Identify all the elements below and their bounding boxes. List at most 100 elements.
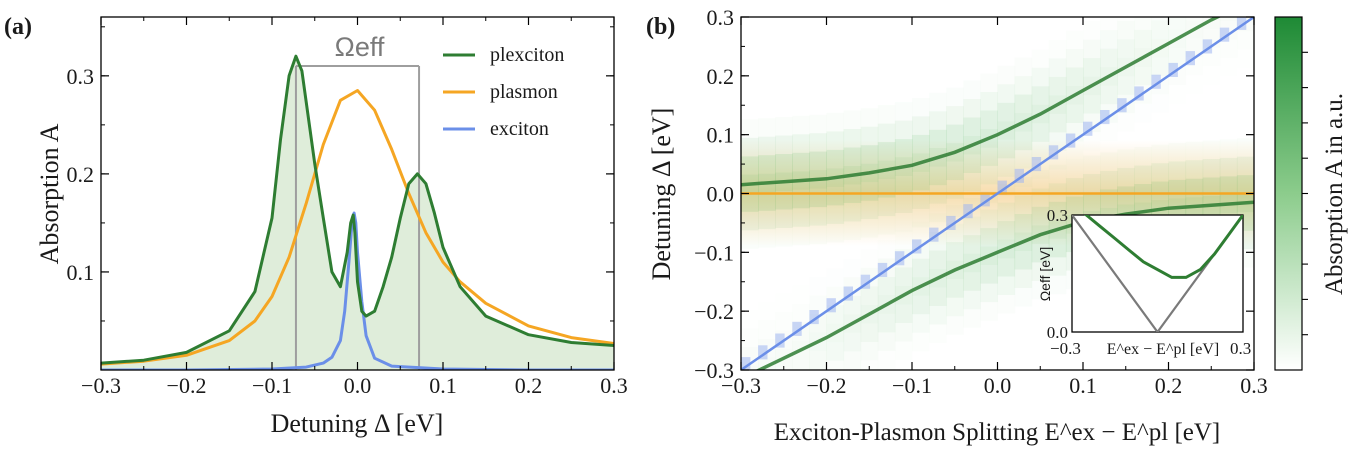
heatmap-cell — [741, 310, 759, 329]
y-tick-label: 0.2 — [67, 162, 95, 187]
heatmap-cell — [894, 267, 913, 286]
heatmap-cell — [963, 173, 981, 192]
heatmap-cell — [1065, 133, 1076, 148]
panel-b-xlabel: Exciton-Plasmon Splitting E^ex − E^pl [e… — [774, 419, 1221, 446]
heatmap-cell — [980, 147, 998, 166]
heatmap-cell — [1117, 76, 1135, 95]
heatmap-cell — [1083, 121, 1093, 136]
heatmap-cell — [1237, 0, 1255, 13]
inset-background — [1071, 214, 1244, 333]
heatmap-cell — [741, 156, 759, 175]
heatmap-cell — [792, 227, 810, 246]
heatmap-cell — [827, 224, 845, 243]
heatmap-cell — [1065, 104, 1084, 123]
heatmap-cell — [1134, 86, 1144, 101]
heatmap-cell — [912, 295, 930, 315]
heatmap-cell — [1236, 156, 1254, 176]
legend-label-exciton: exciton — [490, 118, 549, 140]
heatmap-cell — [895, 231, 913, 250]
heatmap-cell — [758, 136, 776, 156]
omega-eff-annotation: Ωeff — [335, 32, 385, 62]
heatmap-cell — [1049, 165, 1067, 184]
x-tick-label: 0.1 — [429, 373, 457, 398]
heatmap-cell — [1014, 195, 1033, 214]
heatmap-cell — [997, 258, 1016, 277]
heatmap-cell — [1185, 160, 1204, 179]
heatmap-cell — [1083, 95, 1101, 114]
y-tick-label: 0.1 — [67, 260, 95, 285]
heatmap-cell — [1014, 269, 1033, 288]
heatmap-cell — [1117, 186, 1135, 205]
heatmap-cell — [792, 285, 810, 304]
heatmap-cell — [844, 222, 862, 241]
heatmap-cell — [1219, 176, 1238, 195]
heatmap-cell — [1083, 192, 1101, 211]
heatmap-cell — [878, 240, 896, 259]
heatmap-cell — [844, 259, 862, 278]
panel-a-ylabel: Absorption A — [35, 123, 64, 264]
heatmap-cell — [826, 131, 845, 150]
heatmap-cell — [741, 402, 759, 421]
heatmap-cell — [1237, 138, 1255, 157]
heatmap-cell — [1100, 110, 1110, 125]
heatmap-cell — [1100, 123, 1118, 142]
heatmap-cell — [1237, 31, 1255, 50]
heatmap-cell — [912, 190, 930, 209]
heatmap-cell — [861, 219, 879, 238]
heatmap-cell — [1220, 58, 1238, 77]
heatmap-cell — [741, 329, 759, 348]
series-lower-plexciton-line — [755, 200, 1254, 370]
heatmap-cell — [912, 134, 930, 154]
heatmap-cell — [1083, 58, 1101, 77]
x-tick-label: 0.0 — [344, 373, 372, 398]
heatmap-cell — [775, 191, 793, 210]
heatmap-cell — [792, 116, 810, 135]
heatmap-cell — [1117, 113, 1135, 132]
heatmap-cell — [809, 151, 827, 171]
heatmap-cell — [998, 66, 1016, 85]
heatmap-cell — [963, 235, 981, 254]
heatmap-cell — [843, 332, 862, 352]
heatmap-cell — [741, 193, 759, 212]
x-tick-label: 0.2 — [1155, 373, 1183, 398]
heatmap-cell — [1202, 17, 1221, 30]
heatmap-cell — [1065, 196, 1084, 216]
heatmap-cell — [929, 227, 939, 242]
heatmap-cell — [894, 120, 913, 140]
heatmap-cell — [980, 92, 998, 111]
x-tick-label: −0.3 — [81, 373, 121, 398]
heatmap-cell — [929, 111, 947, 130]
heatmap-cell — [894, 194, 913, 213]
heatmap-cell — [1151, 181, 1169, 201]
heatmap-cell — [997, 158, 1016, 177]
x-tick-label: 0.0 — [984, 373, 1012, 398]
panel-b-ticks: −0.3 −0.2 −0.1 0.0 0.1 0.2 0.3−0.3−0.2−0.10.00… — [694, 5, 1268, 398]
heatmap-cell — [1220, 139, 1238, 158]
heatmap-cell — [843, 147, 862, 166]
heatmap-cell — [758, 302, 776, 321]
y-tick-label: −0.2 — [694, 299, 734, 324]
heatmap-cell — [809, 310, 819, 325]
heatmap-cell — [758, 192, 776, 211]
heatmap-cell — [741, 230, 759, 249]
heatmap-cell — [912, 333, 930, 352]
x-tick-label: −0.2 — [167, 373, 207, 398]
heatmap-cell — [1134, 66, 1152, 86]
heatmap-cell — [1031, 243, 1050, 263]
heatmap-cell — [809, 188, 827, 208]
heatmap-cell — [792, 304, 810, 323]
heatmap-cell — [997, 276, 1016, 295]
heatmap-cell — [1066, 160, 1084, 179]
heatmap-cell — [946, 215, 956, 230]
inset-xtick-right: 0.3 — [1230, 339, 1251, 358]
heatmap-cell — [1048, 201, 1067, 221]
heatmap-cell — [1151, 163, 1169, 182]
heatmap-cell — [1031, 141, 1050, 161]
heatmap-cell — [861, 249, 879, 268]
heatmap-cell — [997, 180, 1007, 195]
heatmap-cell — [1032, 49, 1050, 68]
heatmap-cell — [1014, 168, 1024, 183]
heatmap-cell — [1203, 66, 1221, 85]
heatmap-cell — [997, 221, 1016, 240]
heatmap-cell — [861, 108, 879, 127]
